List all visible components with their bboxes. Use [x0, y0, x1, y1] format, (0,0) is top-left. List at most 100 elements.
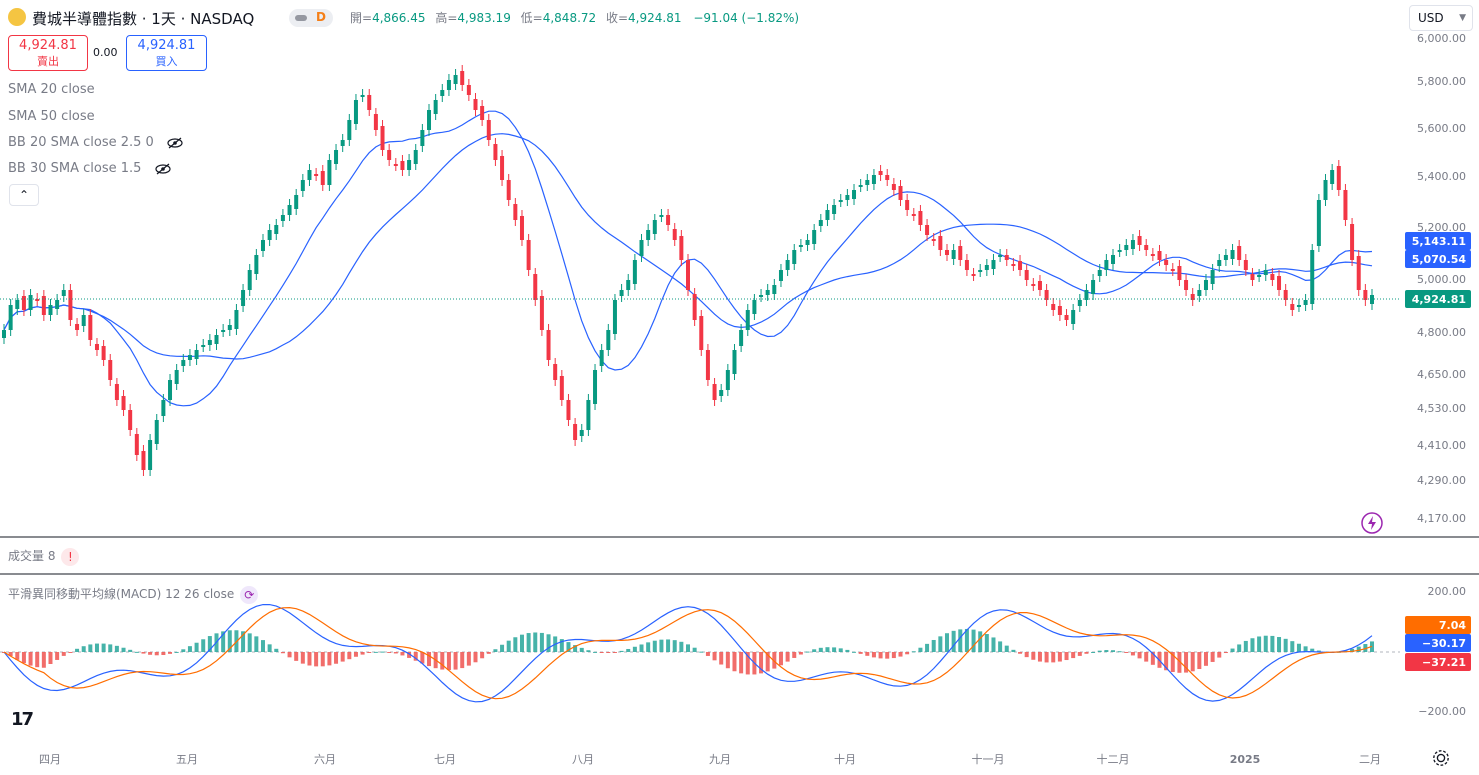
macd-hist-bar [745, 652, 750, 675]
candle-body [679, 236, 684, 260]
macd-hist-bar [998, 641, 1003, 652]
indicator-label: BB 20 SMA close 2.5 0 [8, 135, 154, 150]
macd-hist-bar [88, 644, 93, 652]
refresh-icon[interactable]: ⟳ [240, 585, 259, 604]
candle-body [652, 220, 657, 234]
macd-pane-title[interactable]: 平滑異同移動平均線(MACD) 12 26 close ⟳ [8, 585, 259, 604]
candle-body [785, 260, 790, 270]
candle-body [1117, 250, 1122, 252]
candle-body [1044, 290, 1049, 300]
candle-body [48, 305, 53, 315]
candle-body [453, 75, 458, 84]
sma50-price-tag-bg [1405, 250, 1471, 268]
candle-body [473, 99, 478, 110]
candle-body [247, 270, 252, 290]
indicator-bb20[interactable]: BB 20 SMA close 2.5 0 [8, 135, 184, 150]
candle-body [871, 175, 876, 184]
macd-hist-bar [626, 648, 631, 652]
macd-hist-bar [845, 649, 850, 652]
macd-hist-bar [380, 651, 385, 653]
volume-pane-title[interactable]: 成交量 8! [8, 547, 80, 566]
sell-button[interactable]: 4,924.81 賣出 [8, 35, 88, 71]
candle-body [692, 294, 697, 320]
macd-hist-bar [187, 646, 192, 652]
candle-body [1071, 310, 1076, 324]
macd-hist-bar [1064, 652, 1069, 661]
symbol-title[interactable]: 費城半導體指數 · 1天 · NASDAQ [32, 10, 255, 28]
macd-hist-bar [114, 645, 119, 652]
candle-body [241, 290, 246, 306]
macd-hist-bar [1257, 636, 1262, 652]
candle-body [1130, 240, 1135, 249]
candle-body [885, 175, 890, 180]
candle-body [128, 410, 133, 430]
price-axis-label: 5,600.00 [1417, 122, 1466, 135]
candle-body [393, 164, 398, 166]
eye-hidden-icon[interactable] [154, 163, 172, 175]
open-label: 開= [350, 11, 373, 25]
candle-body [280, 215, 285, 221]
candle-body [88, 315, 93, 340]
macd-hist-bar [659, 639, 664, 652]
candle-body [347, 120, 352, 140]
candle-body [1310, 250, 1315, 304]
macd-hist-bar [154, 652, 159, 656]
candle-body [1203, 280, 1208, 290]
gear-icon[interactable] [1432, 749, 1450, 767]
candle-body [971, 274, 976, 276]
candle-body [818, 220, 823, 226]
macd-hist-bar [871, 652, 876, 658]
price-axis-label: 4,800.00 [1417, 326, 1466, 339]
candle-body [1137, 236, 1142, 245]
warning-icon[interactable]: ! [61, 547, 80, 566]
symbol-logo-icon[interactable] [8, 8, 26, 26]
macd-hist-bar [280, 652, 285, 654]
high-label: 高= [435, 11, 458, 25]
candle-body [121, 396, 126, 410]
candle-body [931, 239, 936, 241]
macd-hist-bar [778, 652, 783, 666]
macd-hist-bar [427, 652, 432, 667]
macd-hist-bar [8, 652, 13, 657]
candle-body [712, 384, 717, 400]
price-axis-label: 5,400.00 [1417, 170, 1466, 183]
buy-button[interactable]: 4,924.81 買入 [126, 35, 207, 71]
lightning-icon[interactable] [1360, 511, 1384, 535]
macd-hist-bar [1057, 652, 1062, 662]
macd-hist-bar [712, 652, 717, 661]
candle-body [832, 205, 837, 214]
macd-hist-bar [307, 652, 312, 666]
candle-body [254, 255, 259, 274]
macd-hist-bar [174, 651, 179, 653]
close-value: 4,924.81 [628, 11, 682, 25]
macd-hist-bar [1197, 652, 1202, 670]
candle-body [1356, 256, 1361, 290]
macd-hist-bar [1091, 651, 1096, 653]
market-status-toggle[interactable]: D [289, 9, 333, 27]
candle-body [1037, 281, 1042, 290]
collapse-legend-button[interactable]: ⌃ [9, 184, 39, 206]
candle-body [15, 300, 20, 309]
tradingview-logo[interactable]: 17 [11, 709, 34, 730]
macd-hist-bar [725, 652, 730, 669]
candle-body [1077, 300, 1082, 306]
macd-hist-bar [1223, 652, 1228, 654]
eye-hidden-icon[interactable] [166, 137, 184, 149]
macd-hist-bar [559, 639, 564, 652]
currency-select[interactable]: USD ▼ [1409, 5, 1473, 31]
macd-hist-bar [951, 630, 956, 652]
macd-hist-bar [353, 652, 358, 657]
indicator-sma50[interactable]: SMA 50 close [8, 109, 95, 124]
candle-body [207, 340, 212, 345]
candle-body [845, 195, 850, 200]
macd-hist-bar [1237, 644, 1242, 652]
indicator-bb30[interactable]: BB 30 SMA close 1.5 [8, 161, 172, 176]
macd-hist-bar [865, 652, 870, 656]
candle-body [778, 270, 783, 281]
indicator-sma20[interactable]: SMA 20 close [8, 82, 95, 97]
time-axis-label: 九月 [709, 753, 731, 766]
low-label: 低= [520, 11, 543, 25]
candle-body [699, 316, 704, 350]
candle-body [1223, 255, 1228, 260]
